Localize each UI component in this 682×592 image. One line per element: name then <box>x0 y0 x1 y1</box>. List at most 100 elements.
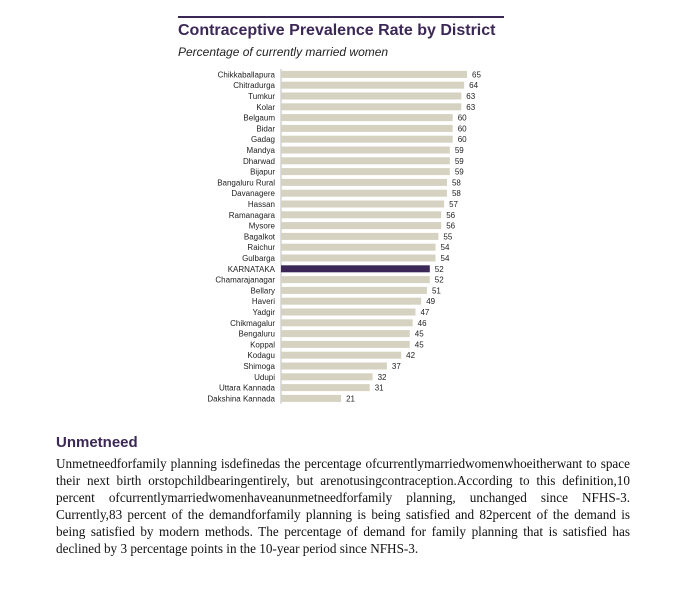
bar <box>281 297 422 305</box>
category-label: Bengaluru <box>239 330 275 339</box>
category-label: Bijapur <box>250 168 275 177</box>
value-label: 42 <box>406 351 415 360</box>
bar <box>281 92 462 100</box>
value-label: 59 <box>455 168 464 177</box>
bar <box>281 243 436 251</box>
value-label: 57 <box>449 200 458 209</box>
category-label: Raichur <box>247 243 275 252</box>
chart-container: Contraceptive Prevalence Rate by Distric… <box>178 16 504 404</box>
category-label: Gulbarga <box>242 254 275 263</box>
value-label: 49 <box>426 297 435 306</box>
value-label: 60 <box>458 135 467 144</box>
bar <box>281 178 447 186</box>
section-body: Unmetneedforfamily planning isdefinedas … <box>56 456 630 556</box>
category-label: Chitradurga <box>233 81 275 90</box>
category-label: Bagalkot <box>244 232 276 241</box>
category-label: Udupi <box>254 373 275 382</box>
value-label: 60 <box>458 124 467 133</box>
title-rule <box>178 16 504 18</box>
value-label: 52 <box>435 276 444 285</box>
value-label: 31 <box>375 384 384 393</box>
bar <box>281 351 402 359</box>
bar <box>281 103 462 111</box>
category-label: Tumkur <box>248 92 275 101</box>
bar <box>281 114 453 122</box>
category-label: Kolar <box>256 103 275 112</box>
category-label: Uttara Kannada <box>219 384 276 393</box>
category-label: Hassan <box>248 200 275 209</box>
value-label: 59 <box>455 157 464 166</box>
value-label: 45 <box>415 330 424 339</box>
bar <box>281 168 450 176</box>
bar <box>281 81 465 89</box>
bar <box>281 70 467 78</box>
category-label: Kodagu <box>247 351 275 360</box>
bar <box>281 222 442 230</box>
category-label: Dharwad <box>243 157 275 166</box>
category-label: Gadag <box>251 135 275 144</box>
value-label: 56 <box>446 211 455 220</box>
bar <box>281 373 373 381</box>
bar <box>281 189 447 197</box>
value-label: 63 <box>466 103 475 112</box>
category-label: Koppal <box>250 340 275 349</box>
chart-title: Contraceptive Prevalence Rate by Distric… <box>178 22 496 39</box>
bar <box>281 330 410 338</box>
category-label: Bangaluru Rural <box>217 178 275 187</box>
value-label: 59 <box>455 146 464 155</box>
category-label: Mysore <box>249 222 276 231</box>
category-label: Bidar <box>256 124 275 133</box>
category-label: Haveri <box>252 297 275 306</box>
bar <box>281 286 427 294</box>
value-label: 58 <box>452 189 461 198</box>
value-label: 64 <box>469 81 478 90</box>
value-label: 58 <box>452 178 461 187</box>
bar <box>281 157 450 165</box>
category-label: Chikmagalur <box>230 319 275 328</box>
value-label: 51 <box>432 286 441 295</box>
value-label: 46 <box>418 319 427 328</box>
section-heading: Unmetneed <box>56 434 138 451</box>
bar <box>281 211 442 219</box>
value-label: 32 <box>378 373 387 382</box>
bar <box>281 276 430 284</box>
bar <box>281 340 410 348</box>
bar <box>281 232 439 240</box>
value-label: 54 <box>441 254 450 263</box>
category-label: Dakshina Kannada <box>207 394 275 403</box>
value-label: 52 <box>435 265 444 274</box>
value-label: 45 <box>415 340 424 349</box>
category-label: Mandya <box>247 146 276 155</box>
chart-subtitle: Percentage of currently married women <box>178 45 389 59</box>
category-label: Chikkaballapura <box>218 70 276 79</box>
value-label: 63 <box>466 92 475 101</box>
bar-highlight <box>281 265 430 273</box>
bar <box>281 124 453 132</box>
value-label: 65 <box>472 70 481 79</box>
value-label: 60 <box>458 114 467 123</box>
bar <box>281 384 370 392</box>
bar <box>281 308 416 316</box>
bar <box>281 254 436 262</box>
bar <box>281 362 387 370</box>
value-label: 47 <box>420 308 429 317</box>
category-label: Yadgir <box>252 308 275 317</box>
category-label: KARNATAKA <box>228 265 276 274</box>
bar <box>281 146 450 154</box>
bar-chart: Chikkaballapura 65 Chitradurga 64 Tumkur 63 Ko… <box>207 69 481 404</box>
bar <box>281 200 445 208</box>
category-label: Davanagere <box>231 189 275 198</box>
category-label: Bellary <box>251 286 275 295</box>
value-label: 55 <box>443 232 452 241</box>
value-label: 56 <box>446 222 455 231</box>
value-label: 54 <box>441 243 450 252</box>
value-label: 37 <box>392 362 401 371</box>
bar <box>281 319 413 327</box>
category-label: Shimoga <box>243 362 275 371</box>
bar <box>281 394 342 402</box>
bar <box>281 135 453 143</box>
category-label: Ramanagara <box>229 211 276 220</box>
category-label: Chamarajanagar <box>215 276 275 285</box>
value-label: 21 <box>346 394 355 403</box>
category-label: Belgaum <box>243 114 275 123</box>
